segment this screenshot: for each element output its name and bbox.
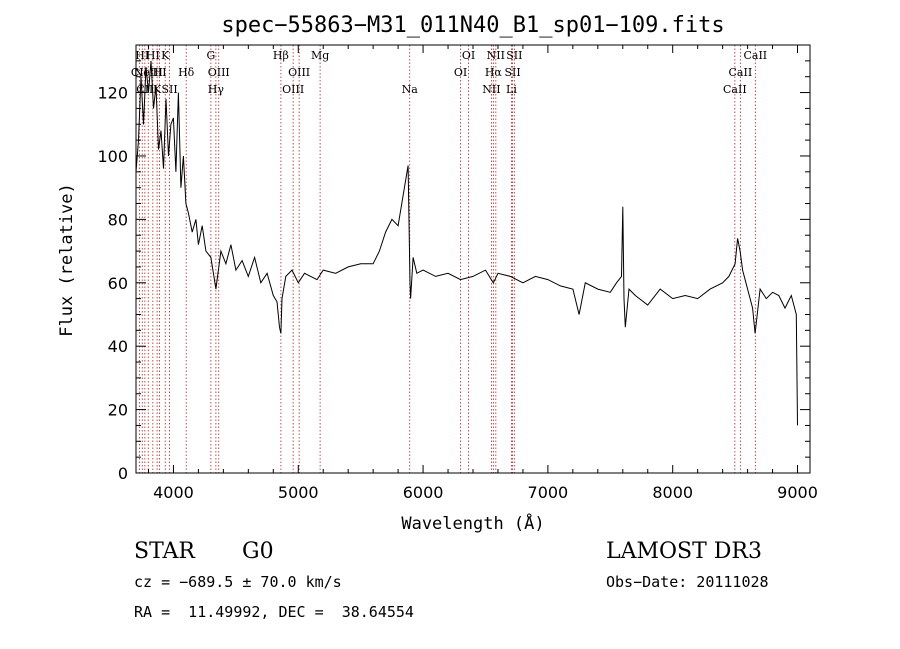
line-label: SII <box>504 66 520 79</box>
line-label: HI <box>135 49 149 62</box>
y-axis-ticks: 0 20 40 60 80 100 120 <box>97 60 810 483</box>
y-tick-label: 60 <box>108 274 128 293</box>
x-tick-label: 5000 <box>278 483 319 502</box>
x-tick-label: 7000 <box>528 483 569 502</box>
plot-frame <box>135 44 811 474</box>
x-tick-label: 4000 <box>153 483 194 502</box>
line-label: G <box>206 49 215 62</box>
y-tick-label: 20 <box>108 401 128 420</box>
line-label: CaII <box>729 66 753 79</box>
line-label: Mg <box>311 49 329 62</box>
velocity-readout: cz = −689.5 ± 70.0 km/s <box>134 573 342 591</box>
line-label: CaII <box>723 83 747 96</box>
line-label: OI <box>454 66 467 79</box>
line-label: NeIII <box>134 66 163 79</box>
line-label: Hγ <box>208 83 225 96</box>
obs-date: Obs−Date: 20111028 <box>606 573 769 591</box>
x-axis-ticks: 4000 5000 6000 7000 8000 9000 <box>147 45 818 502</box>
spectral-subclass: G0 <box>242 539 274 564</box>
line-label: SII <box>161 83 177 96</box>
line-label: CaII <box>743 49 767 62</box>
x-tick-label: 9000 <box>777 483 818 502</box>
line-label: SII <box>506 49 522 62</box>
line-markers <box>138 45 756 473</box>
line-label: K <box>153 83 162 96</box>
x-tick-label: 8000 <box>652 483 693 502</box>
line-label: OI <box>462 49 475 62</box>
line-label: CII <box>131 66 148 79</box>
line-label: HI <box>146 49 160 62</box>
line-label: NII <box>482 83 500 96</box>
line-label: OIII <box>282 83 304 96</box>
line-label: OIII <box>288 66 310 79</box>
line-label: Hβ <box>273 49 289 62</box>
survey-name: LAMOST DR3 <box>606 539 762 564</box>
y-tick-label: 40 <box>108 337 128 356</box>
x-tick-label: 6000 <box>403 483 444 502</box>
line-label: OIII <box>208 66 230 79</box>
line-label: Li <box>506 83 517 96</box>
y-tick-label: 120 <box>97 84 128 103</box>
line-labels: CIIHICIINeIIIHIKHIKSIIHδGHγOIIIHβOIIIOII… <box>131 49 767 96</box>
line-label: K <box>161 49 170 62</box>
line-label: Hδ <box>178 66 195 79</box>
x-axis-label: Wavelength (Å) <box>401 512 544 534</box>
coordinates: RA = 11.49992, DEC = 38.64554 <box>134 603 414 621</box>
line-label: HI <box>153 66 167 79</box>
line-label: Na <box>402 83 419 96</box>
line-label: NII <box>487 49 505 62</box>
y-tick-label: 0 <box>118 464 128 483</box>
line-label: Hα <box>485 66 503 79</box>
object-type: STAR <box>134 539 195 564</box>
chart-title: spec−55863−M31_011N40_B1_sp01−109.fits <box>221 13 724 38</box>
y-tick-label: 100 <box>97 147 128 166</box>
y-tick-label: 80 <box>108 210 128 229</box>
y-axis-label: Flux (relative) <box>57 183 77 337</box>
spectrum-line <box>135 60 798 426</box>
